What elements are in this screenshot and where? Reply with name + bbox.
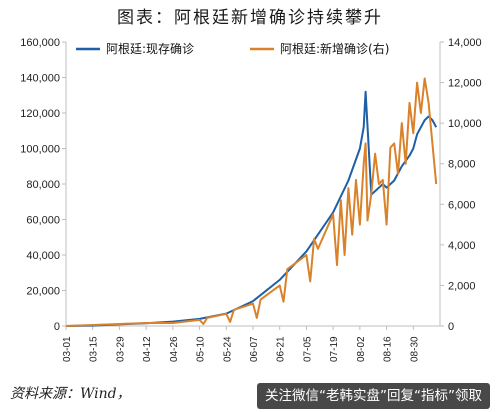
- left-tick-label: 120,000: [20, 108, 60, 120]
- left-tick-label: 100,000: [20, 144, 60, 156]
- right-axis-ticks: 0 2,000 4,000 6,000 8,000 10,000 12,000 14,000: [440, 37, 482, 333]
- right-tick-label: 0: [448, 321, 454, 333]
- right-tick-label: 2,000: [448, 280, 476, 292]
- series-line-new-cases: [65, 77, 438, 327]
- left-tick-label: 80,000: [26, 179, 60, 191]
- right-tick-label: 14,000: [448, 37, 482, 49]
- right-tick-label: 4,000: [448, 240, 476, 252]
- x-tick-label: 04-12: [142, 336, 153, 362]
- x-tick-label: 07-19: [329, 336, 340, 362]
- legend-label-new: 阿根廷:新增确诊(右): [280, 41, 389, 56]
- x-tick-label: 06-21: [276, 336, 287, 362]
- x-tick-label: 07-05: [302, 336, 313, 362]
- right-tick-label: 12,000: [448, 78, 482, 90]
- source-note: 资料来源：Wind，: [10, 386, 131, 402]
- series-lines: [65, 77, 438, 327]
- left-tick-label: 0: [54, 321, 60, 333]
- series-line-current-cases: [65, 90, 438, 327]
- left-tick-label: 20,000: [26, 286, 60, 298]
- left-tick-label: 40,000: [26, 250, 60, 262]
- x-tick-label: 08-30: [409, 336, 420, 362]
- left-tick-label: 160,000: [20, 37, 60, 49]
- x-tick-label: 08-02: [356, 336, 367, 362]
- left-tick-label: 60,000: [26, 215, 60, 227]
- x-tick-label: 04-26: [169, 336, 180, 362]
- x-tick-label: 03-29: [115, 336, 126, 362]
- x-axis-ticks: 03-01 03-15 03-29 04-12 04-26 05-10 05-24 06-07…: [62, 326, 420, 362]
- chart: 0 20,000 40,000 60,000 80,000 100,000 120,000 1…: [20, 37, 482, 362]
- left-tick-label: 140,000: [20, 73, 60, 85]
- x-tick-label: 03-01: [62, 336, 73, 362]
- legend: 阿根廷:现存确诊 阿根廷:新增确诊(右): [76, 41, 389, 56]
- right-tick-label: 6,000: [448, 199, 476, 211]
- legend-label-current: 阿根廷:现存确诊: [106, 42, 194, 56]
- left-axis-ticks: 0 20,000 40,000 60,000 80,000 100,000 120,000 1…: [20, 37, 66, 333]
- x-tick-label: 05-10: [196, 336, 207, 362]
- x-tick-label: 08-16: [383, 336, 394, 362]
- right-tick-label: 10,000: [448, 118, 482, 130]
- x-tick-label: 03-15: [89, 336, 100, 362]
- right-tick-label: 8,000: [448, 159, 476, 171]
- x-tick-label: 06-07: [249, 336, 260, 362]
- watermark-banner: 关注微信“老韩实盘”回复“指标”领取: [257, 383, 490, 409]
- chart-title: 图表：阿根廷新增确诊持续攀升: [117, 8, 383, 28]
- x-tick-label: 05-24: [222, 336, 233, 362]
